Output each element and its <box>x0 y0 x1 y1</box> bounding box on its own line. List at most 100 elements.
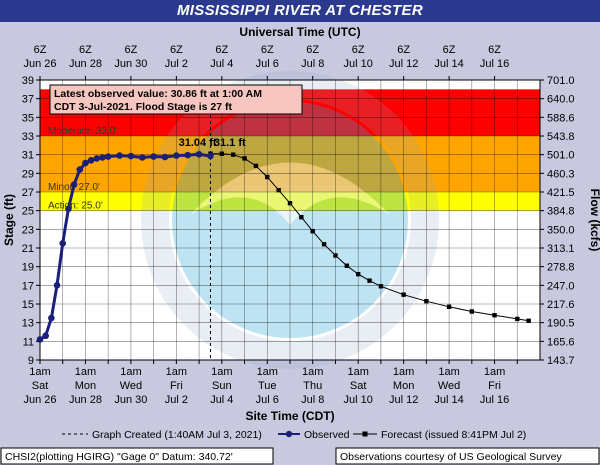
right-tick-label-1: 165.6 <box>547 336 575 348</box>
observed-point <box>59 240 67 247</box>
top-tick-date-2: Jun 30 <box>114 58 147 70</box>
right-axis-title: Flow (kcfs) <box>588 189 600 252</box>
bottom-tick-time-12: 1am <box>302 366 323 378</box>
bottom-tick-dow-18: Wed <box>438 380 460 392</box>
forecast-point <box>242 156 247 161</box>
top-tick-time-1: 6Z <box>79 44 92 56</box>
observed-point <box>48 314 55 322</box>
forecast-point <box>378 284 384 289</box>
top-axis-ticks: 6Z Jun 26 6Z Jun 28 6Z Jun 30 6Z Jul 2 6Z Jul 4 6Z… <box>23 44 509 80</box>
bottom-tick-time-14: 1am <box>347 366 368 378</box>
bottom-tick-date-14: Jul 10 <box>344 394 373 406</box>
top-tick-date-4: Jul 4 <box>210 58 233 70</box>
top-tick-date-9: Jul 14 <box>434 58 463 70</box>
forecast-point <box>492 313 497 318</box>
observed-point <box>104 153 112 160</box>
top-tick-date-1: Jun 28 <box>69 58 102 70</box>
bottom-tick-time-6: 1am <box>166 366 187 378</box>
top-axis-title: Universal Time (UTC) <box>239 25 360 39</box>
right-tick-label-6: 313.1 <box>547 243 575 255</box>
observed-point <box>42 332 49 340</box>
legend-observed-swatch-dot <box>285 430 293 438</box>
bottom-tick-dow-14: Sat <box>350 380 367 392</box>
forecast-point <box>344 263 350 268</box>
right-tick-label-14: 640.0 <box>547 94 575 106</box>
bottom-tick-date-2: Jun 28 <box>69 394 102 406</box>
forecast-point <box>265 174 270 180</box>
bottom-tick-dow-20: Fri <box>488 380 501 392</box>
bottom-tick-dow-2: Mon <box>75 380 96 392</box>
top-tick-date-6: Jul 8 <box>301 58 324 70</box>
left-tick-label-9: 27 <box>22 187 34 199</box>
legend-observed-label: Observed <box>304 429 350 441</box>
left-tick-label-7: 23 <box>22 224 34 236</box>
data-series <box>36 150 531 343</box>
top-tick-time-10: 6Z <box>488 44 501 56</box>
left-tick-label-2: 13 <box>22 318 34 330</box>
right-tick-label-13: 588.6 <box>547 112 575 124</box>
bottom-tick-date-8: Jul 4 <box>210 394 233 406</box>
annotation-label-1: 31.1 ft <box>214 137 246 149</box>
footer-right-text: Observations courtesy of US Geological S… <box>340 451 563 463</box>
footer-left-box <box>0 447 274 465</box>
right-tick-label-5: 278.8 <box>547 262 575 274</box>
observed-point <box>65 205 72 213</box>
right-tick-label-10: 460.3 <box>547 168 575 180</box>
right-axis-ticks: 143.7 165.6 190.5 217.6 247.0 278.8 313.1 350.0… <box>540 75 575 367</box>
forecast-point <box>287 201 293 206</box>
observed-point <box>82 159 89 167</box>
left-tick-label-12: 33 <box>22 131 34 143</box>
bottom-tick-date-16: Jul 12 <box>389 394 418 406</box>
top-tick-time-7: 6Z <box>352 44 365 56</box>
left-tick-label-14: 37 <box>22 94 34 106</box>
observed-point <box>138 154 146 161</box>
top-tick-date-7: Jul 10 <box>344 58 373 70</box>
observed-point <box>195 150 203 158</box>
left-tick-label-15: 39 <box>22 75 34 87</box>
legend-forecast-label: Forecast (issued 8:41PM Jul 2) <box>381 429 526 441</box>
top-tick-time-8: 6Z <box>397 44 410 56</box>
observed-point <box>184 151 192 159</box>
forecast-point <box>515 316 520 322</box>
bottom-tick-date-6: Jul 2 <box>165 394 188 406</box>
left-axis-title: Stage (ft) <box>2 194 16 246</box>
bottom-tick-date-20: Jul 16 <box>480 394 509 406</box>
bottom-axis-title: Site Time (CDT) <box>245 409 334 423</box>
observed-point <box>70 181 78 188</box>
forecast-point <box>367 278 372 283</box>
top-tick-time-2: 6Z <box>124 44 137 56</box>
left-tick-label-6: 21 <box>22 243 34 255</box>
right-tick-label-9: 421.5 <box>547 187 575 199</box>
right-tick-label-12: 543.8 <box>547 131 575 143</box>
observed-point <box>127 152 135 160</box>
bottom-tick-date-18: Jul 14 <box>434 394 463 406</box>
top-tick-time-9: 6Z <box>443 44 456 56</box>
forecast-point <box>321 242 327 247</box>
bottom-tick-dow-6: Fri <box>170 380 183 392</box>
bottom-tick-time-2: 1am <box>75 366 96 378</box>
legend-forecast-swatch-dot <box>362 431 368 437</box>
bottom-tick-dow-12: Thu <box>303 380 322 392</box>
bottom-axis-ticks: 1am Sat Jun 26 1am Mon Jun 28 1am Wed Jun 30 1am F… <box>23 360 518 406</box>
observed-point <box>76 166 84 173</box>
right-tick-label-0: 143.7 <box>547 355 575 367</box>
bottom-tick-time-8: 1am <box>211 366 232 378</box>
top-tick-time-6: 6Z <box>306 44 319 56</box>
forecast-point <box>276 187 281 193</box>
left-tick-label-4: 17 <box>22 280 34 292</box>
right-tick-label-7: 350.0 <box>547 224 575 236</box>
bottom-tick-time-18: 1am <box>438 366 459 378</box>
legend: Graph Created (1:40AM Jul 3, 2021) Obser… <box>62 429 526 441</box>
forecast-point <box>333 253 338 258</box>
left-tick-label-0: 9 <box>28 355 34 367</box>
observed-point <box>207 152 214 160</box>
forecast-point <box>469 309 475 314</box>
top-tick-time-4: 6Z <box>215 44 228 56</box>
bottom-tick-time-0: 1am <box>29 366 50 378</box>
bottom-tick-dow-16: Mon <box>393 380 414 392</box>
info-box: Latest observed value: 30.86 ft at 1:00 … <box>49 84 303 115</box>
flood-band-label-moderate: Moderate: 33.0' <box>48 126 117 137</box>
left-tick-label-11: 31 <box>22 150 34 162</box>
right-tick-label-15: 701.0 <box>547 75 575 87</box>
